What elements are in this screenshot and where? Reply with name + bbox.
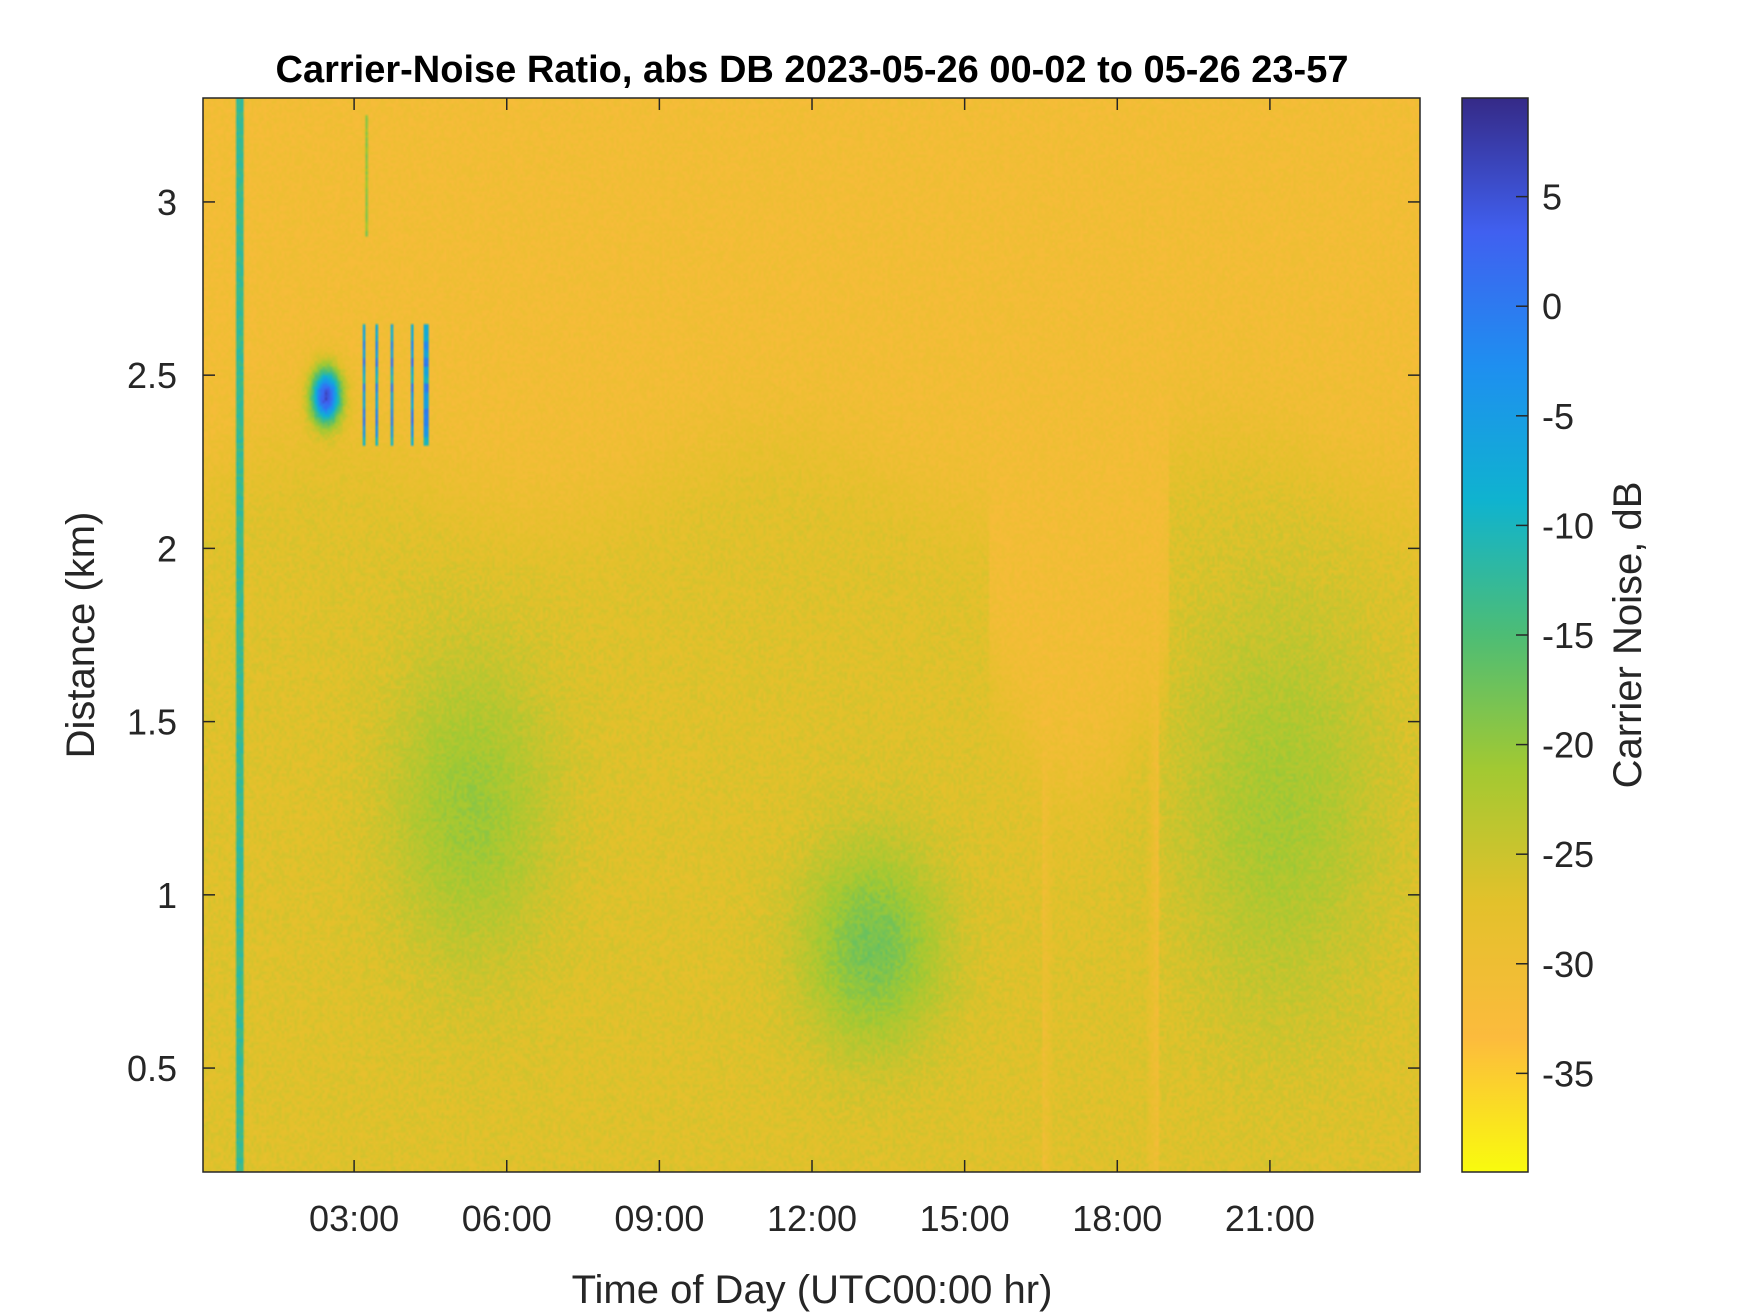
x-tick-label: 12:00 [767,1198,857,1239]
colorbar-tick-label: -20 [1542,725,1594,766]
colorbar-ticks: 5 0 -5 -10 -15 -20 -25 -30 -35 [1516,177,1594,1094]
colorbar-tick-label: -15 [1542,615,1594,656]
colorbar-tick-label: -35 [1542,1053,1594,1094]
x-axis-label: Time of Day (UTC00:00 hr) [572,1268,1053,1312]
y-axis-label: Distance (km) [59,512,103,759]
x-tick-label: 21:00 [1225,1198,1315,1239]
y-tick-label: 0.5 [127,1048,177,1089]
colorbar-tick-label: -25 [1542,834,1594,875]
colorbar: 5 0 -5 -10 -15 -20 -25 -30 -35 Carrier Noise, dB [1461,97,1650,1173]
x-tick-label: 06:00 [462,1198,552,1239]
colorbar-label: Carrier Noise, dB [1606,482,1650,789]
colorbar-tick-label: -10 [1542,505,1594,546]
colorbar-tick-label: 0 [1542,286,1562,327]
y-tick-label: 3 [157,182,177,223]
x-ticks: 03:00 06:00 09:00 12:00 15:00 18:00 21:00 [309,98,1315,1239]
x-tick-label: 18:00 [1072,1198,1162,1239]
chart-title: Carrier-Noise Ratio, abs DB 2023-05-26 0… [276,49,1349,91]
colorbar-tick-label: -30 [1542,944,1594,985]
x-tick-label: 03:00 [309,1198,399,1239]
y-tick-label: 1.5 [127,702,177,743]
y-ticks: 0.5 1 1.5 2 2.5 3 [127,182,1420,1089]
x-tick-label: 15:00 [920,1198,1010,1239]
heatmap [203,98,1420,1172]
y-tick-label: 2.5 [127,355,177,396]
colorbar-tick-label: -5 [1542,396,1574,437]
plot-area: 03:00 06:00 09:00 12:00 15:00 18:00 21:00 0.5 1… [127,97,1421,1239]
colorbar-tick-label: 5 [1542,177,1562,218]
y-tick-label: 1 [157,875,177,916]
x-tick-label: 09:00 [614,1198,704,1239]
y-tick-label: 2 [157,528,177,569]
